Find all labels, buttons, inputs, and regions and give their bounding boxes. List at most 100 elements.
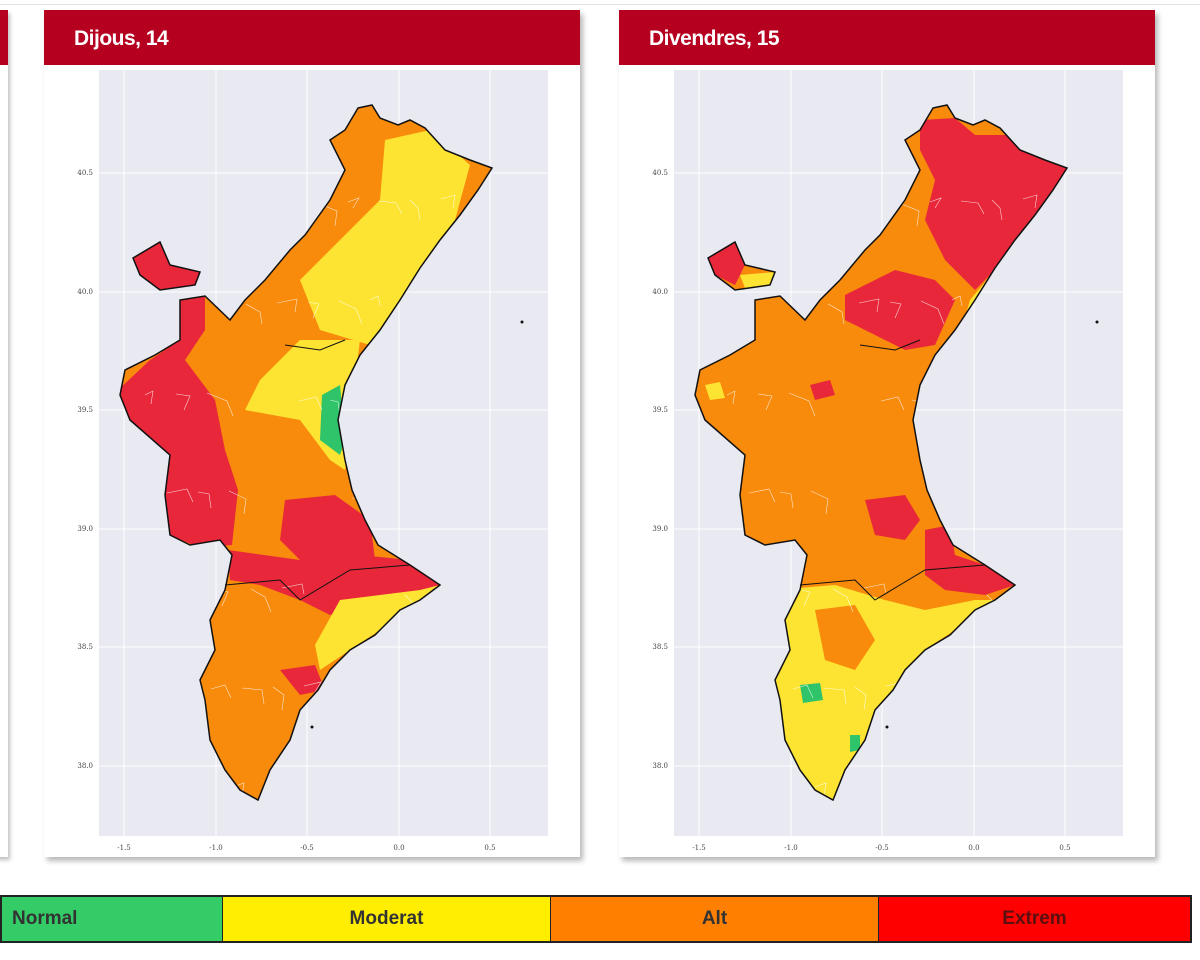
province-border-south bbox=[799, 564, 986, 601]
municipality-border bbox=[281, 583, 305, 595]
x-tick-label: -0.5 bbox=[875, 844, 889, 852]
province-border-north bbox=[859, 339, 921, 351]
region-extrem bbox=[133, 242, 200, 290]
tabarca-island bbox=[885, 725, 889, 729]
municipality-border bbox=[757, 393, 773, 411]
x-tick-label: 0.5 bbox=[484, 844, 495, 852]
columbretes-islands bbox=[520, 320, 524, 324]
region-extrem bbox=[845, 270, 955, 350]
municipality-border bbox=[823, 687, 847, 705]
x-tick-label: -1.0 bbox=[209, 844, 223, 852]
municipality-border bbox=[210, 684, 232, 699]
province-border-south bbox=[224, 564, 411, 601]
region-outline bbox=[119, 104, 494, 802]
y-tick-label: 38.0 bbox=[77, 762, 93, 770]
municipality-border bbox=[241, 687, 265, 705]
municipality-border bbox=[409, 199, 421, 221]
y-tick-label: 40.0 bbox=[652, 288, 668, 296]
municipality-border bbox=[245, 303, 263, 325]
municipality-border bbox=[726, 390, 736, 405]
risk-map-friday: -1.5 -1.0 -0.5 0.0 0.5 40.5 40.0 39.5 39.0 38.5 38… bbox=[652, 70, 1123, 852]
panel-title: Dijous, 14 bbox=[44, 10, 580, 65]
municipality-border bbox=[788, 392, 816, 417]
municipality-border bbox=[929, 197, 942, 209]
municipality-border bbox=[801, 589, 811, 607]
region-extrem bbox=[925, 525, 1015, 595]
municipality-border bbox=[440, 194, 456, 209]
x-tick-label: -0.5 bbox=[300, 844, 314, 852]
municipality-border bbox=[175, 393, 191, 411]
municipality-border bbox=[889, 301, 902, 319]
municipality-border bbox=[854, 686, 867, 711]
x-tick-label: -1.0 bbox=[784, 844, 798, 852]
rincon-de-ademuz-outline bbox=[132, 240, 202, 291]
municipality-border bbox=[166, 488, 194, 503]
y-tick-label: 40.0 bbox=[77, 288, 93, 296]
region-extrem bbox=[120, 296, 238, 548]
municipality-border bbox=[792, 684, 814, 699]
region-outline bbox=[694, 104, 1069, 802]
region-moderat bbox=[300, 130, 470, 345]
top-divider bbox=[0, 4, 1200, 5]
municipality-border bbox=[832, 588, 854, 613]
municipality-border bbox=[303, 681, 322, 693]
province-border-north bbox=[284, 339, 346, 351]
previous-day-panel-edge[interactable] bbox=[0, 10, 8, 857]
municipality-border bbox=[858, 298, 880, 313]
legend-normal: Normal bbox=[2, 897, 223, 941]
municipality-border bbox=[748, 488, 776, 503]
legend-alt: Alt bbox=[551, 897, 879, 941]
municipality-border bbox=[272, 686, 285, 711]
municipality-border bbox=[898, 202, 920, 227]
y-tick-label: 39.5 bbox=[77, 406, 93, 414]
region-extrem bbox=[810, 380, 835, 400]
legend-extrem: Extrem bbox=[879, 897, 1190, 941]
region-moderat bbox=[740, 272, 775, 288]
municipality-border bbox=[991, 199, 1003, 221]
x-tick-label: -1.5 bbox=[117, 844, 131, 852]
region-normal bbox=[320, 385, 345, 455]
y-tick-label: 40.5 bbox=[652, 169, 668, 177]
y-tick-label: 40.5 bbox=[77, 169, 93, 177]
region-moderat bbox=[705, 382, 725, 400]
y-tick-label: 39.5 bbox=[652, 406, 668, 414]
region-alt bbox=[815, 605, 875, 670]
risk-legend: Normal Moderat Alt Extrem bbox=[0, 895, 1192, 943]
day-panel-friday: Divendres, 15 -1.5 -1.0 -0.5 0.0 0.5 40.5 40.0… bbox=[619, 10, 1155, 857]
tabarca-island bbox=[310, 725, 314, 729]
x-tick-label: -1.5 bbox=[692, 844, 706, 852]
municipality-border bbox=[814, 782, 827, 797]
municipality-border bbox=[960, 200, 985, 215]
municipality-border bbox=[250, 588, 272, 613]
municipality-border bbox=[378, 200, 403, 215]
day-panel-thursday: Dijous, 14 -1.5 -1.0 -0.5 0.0 0.5 40.5 40.0 39.… bbox=[44, 10, 580, 857]
region-normal bbox=[850, 735, 860, 752]
region-extrem bbox=[920, 118, 1067, 290]
rincon-de-ademuz-outline bbox=[707, 240, 777, 291]
y-tick-label: 38.5 bbox=[77, 643, 93, 651]
columbretes-islands bbox=[1095, 320, 1099, 324]
risk-map-thursday: -1.5 -1.0 -0.5 0.0 0.5 40.5 40.0 39.5 39.0 38.5 38… bbox=[77, 70, 548, 852]
y-tick-label: 39.0 bbox=[652, 525, 668, 533]
municipality-border bbox=[369, 295, 381, 307]
municipality-border bbox=[338, 300, 363, 325]
municipality-border bbox=[347, 197, 360, 209]
municipality-border bbox=[863, 583, 887, 595]
municipality-border bbox=[1022, 194, 1038, 209]
x-tick-label: 0.0 bbox=[393, 844, 404, 852]
x-tick-label: 0.5 bbox=[1059, 844, 1070, 852]
municipality-border bbox=[880, 396, 905, 411]
y-tick-label: 39.0 bbox=[77, 525, 93, 533]
municipality-border bbox=[307, 301, 320, 319]
municipality-border bbox=[951, 295, 963, 307]
x-tick-label: 0.0 bbox=[968, 844, 979, 852]
region-extrem bbox=[280, 665, 325, 695]
municipality-border bbox=[197, 491, 212, 509]
region-normal bbox=[800, 683, 823, 703]
municipality-border bbox=[228, 490, 247, 515]
legend-moderat: Moderat bbox=[223, 897, 551, 941]
municipality-border bbox=[810, 490, 829, 515]
municipality-border bbox=[920, 300, 945, 325]
municipality-border bbox=[827, 303, 845, 325]
municipality-border bbox=[298, 396, 323, 411]
